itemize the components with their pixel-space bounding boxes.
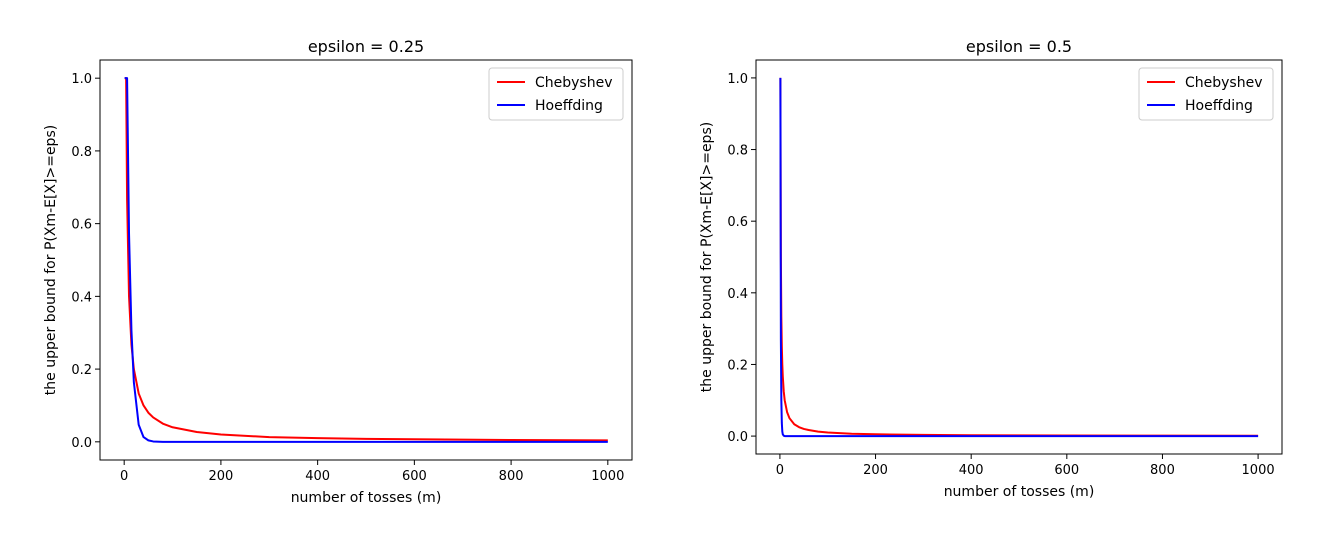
series-line-chebyshev <box>779 77 1259 437</box>
y-tick-label: 1.0 <box>727 72 748 87</box>
chart-panel-2: epsilon = 0.5 0 200 400 600 800 1000 0.0 0.2 0.4 0… <box>699 37 1283 500</box>
legend: Chebyshev Hoeffding <box>488 67 624 121</box>
y-tick-label: 0.4 <box>71 290 92 305</box>
x-axis-label: number of tosses (m) <box>291 490 442 506</box>
y-tick-label: 0.2 <box>71 363 92 378</box>
y-tick-label: 0.6 <box>727 215 748 230</box>
series-line-hoeffding <box>124 77 608 443</box>
legend-label-chebyshev: Chebyshev <box>1185 75 1263 91</box>
y-tick-label: 0.4 <box>727 287 748 302</box>
chart-title: epsilon = 0.25 <box>308 37 424 56</box>
legend-label-hoeffding: Hoeffding <box>1185 98 1253 114</box>
legend-label-chebyshev: Chebyshev <box>535 75 613 91</box>
series-line-chebyshev <box>124 77 608 442</box>
x-tick-label: 400 <box>959 463 984 478</box>
x-axis-label: number of tosses (m) <box>944 484 1095 500</box>
y-tick-label: 0.8 <box>71 145 92 160</box>
x-tick-label: 600 <box>402 469 427 484</box>
y-axis-label: the upper bound for P(Xm-E[X]>=eps) <box>699 122 715 392</box>
x-tick-label: 800 <box>499 469 524 484</box>
x-tick-label: 0 <box>776 463 784 478</box>
x-tick-label: 200 <box>863 463 888 478</box>
chart-title: epsilon = 0.5 <box>966 37 1072 56</box>
y-tick-label: 1.0 <box>71 72 92 87</box>
x-tick-label: 1000 <box>591 469 624 484</box>
y-tick-label: 0.2 <box>727 358 748 373</box>
y-tick-label: 0.6 <box>71 218 92 233</box>
chart-panel-1: epsilon = 0.25 0 200 400 600 800 1000 0.0 0.2 0.4… <box>43 37 633 506</box>
x-tick-label: 0 <box>120 469 128 484</box>
y-axis-label: the upper bound for P(Xm-E[X]>=eps) <box>43 125 59 395</box>
y-tick-label: 0.8 <box>727 144 748 159</box>
y-tick-label: 0.0 <box>727 430 748 445</box>
plot-frame <box>99 59 633 461</box>
x-tick-label: 400 <box>305 469 330 484</box>
x-tick-label: 200 <box>208 469 233 484</box>
series-line-hoeffding <box>779 77 1259 438</box>
x-tick-label: 1000 <box>1242 463 1275 478</box>
legend-label-hoeffding: Hoeffding <box>535 98 603 114</box>
plot-frame <box>755 59 1283 455</box>
legend: Chebyshev Hoeffding <box>1138 67 1274 121</box>
y-tick-label: 0.0 <box>71 436 92 451</box>
x-tick-label: 800 <box>1150 463 1175 478</box>
x-tick-label: 600 <box>1054 463 1079 478</box>
